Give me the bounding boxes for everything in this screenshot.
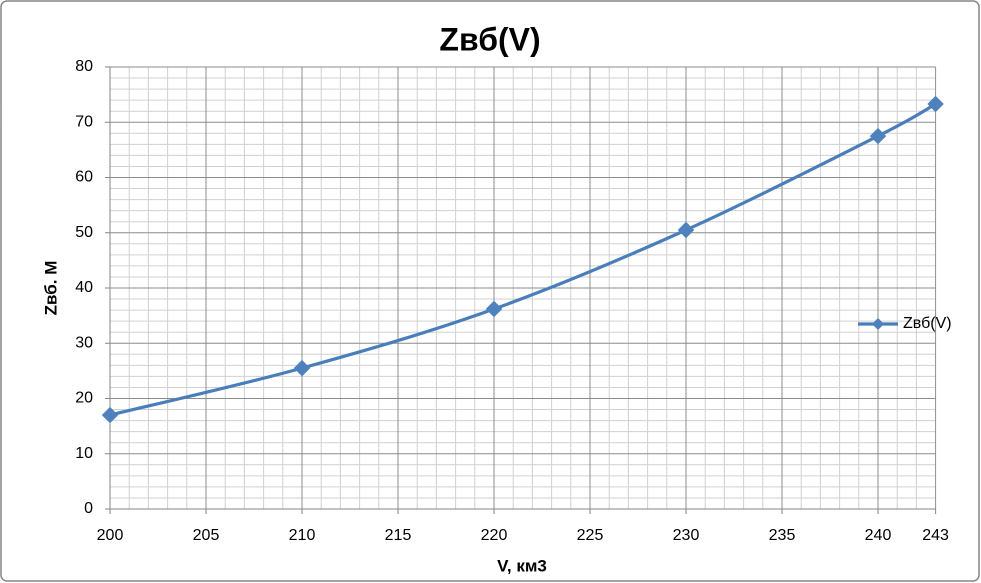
data-point — [677, 221, 695, 239]
x-tick-label: 215 — [385, 527, 412, 544]
x-tick-label: 210 — [289, 527, 316, 544]
data-point — [927, 95, 944, 113]
x-tick-label: 243 — [922, 527, 949, 544]
x-tick-label: 200 — [97, 527, 124, 544]
grid — [109, 66, 937, 510]
y-tick-label: 30 — [75, 334, 93, 351]
x-tick-label: 240 — [865, 527, 892, 544]
y-tick-label: 40 — [75, 279, 93, 296]
y-tick-label: 50 — [75, 224, 93, 241]
y-tick-label: 60 — [75, 169, 93, 186]
data-point — [869, 127, 887, 145]
y-tick-label: 10 — [75, 445, 93, 462]
y-axis-title: Zвб. М — [41, 261, 60, 316]
x-tick-label: 220 — [481, 527, 508, 544]
x-tick-label: 225 — [577, 527, 604, 544]
y-tick-label: 20 — [75, 390, 93, 407]
series-line — [109, 102, 937, 417]
data-point — [293, 359, 311, 377]
data-point — [485, 300, 503, 318]
x-axis-title: V, км3 — [497, 556, 547, 575]
legend-marker — [872, 318, 884, 330]
x-tick-label: 235 — [769, 527, 796, 544]
x-tick-label: 230 — [673, 527, 700, 544]
x-tick-label: 205 — [193, 527, 220, 544]
data-point — [101, 406, 119, 424]
y-tick-label: 0 — [84, 500, 93, 517]
y-tick-label: 80 — [75, 58, 93, 75]
y-tick-label: 70 — [75, 113, 93, 130]
legend-label: Zвб(V) — [903, 315, 952, 332]
chart-title: Zвб(V) — [439, 21, 540, 57]
